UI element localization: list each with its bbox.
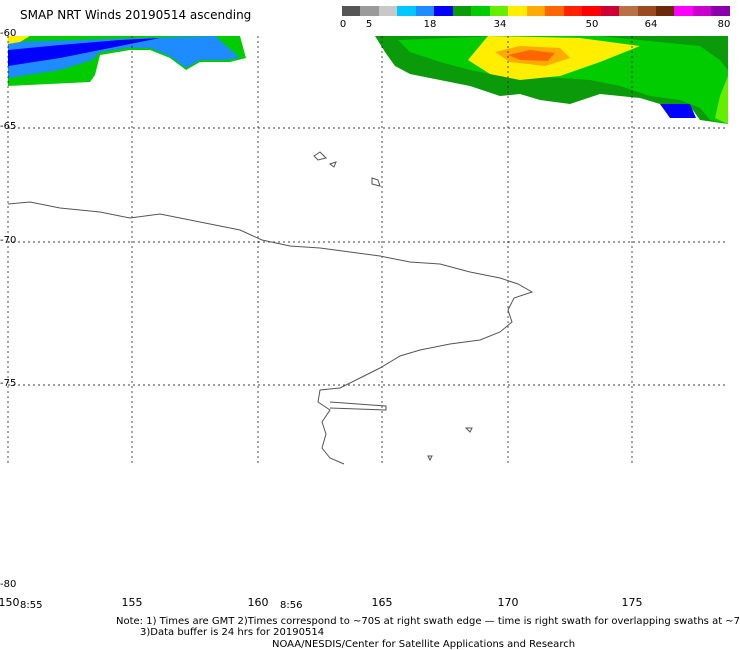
colorbar-label: 5 — [365, 19, 373, 30]
lat-label: -75 — [0, 378, 17, 389]
swath-time-label: 8:56 — [280, 600, 303, 611]
lon-label: 155 — [121, 596, 143, 609]
colorbar-segment — [563, 6, 583, 16]
lat-label: -65 — [0, 121, 17, 132]
colorbar-segment — [619, 6, 638, 16]
swath-time-label: 8:55 — [20, 600, 43, 611]
colorbar-segment — [582, 6, 601, 16]
colorbar-segment — [471, 6, 490, 16]
colorbar-segment — [434, 6, 453, 16]
colorbar-segment — [545, 6, 564, 16]
colorbar-label: 50 — [585, 19, 599, 30]
lon-label: 160 — [247, 596, 269, 609]
colorbar-segment — [600, 6, 620, 16]
colorbar-label: 34 — [493, 19, 507, 30]
lon-label: 170 — [497, 596, 519, 609]
colorbar-label: 0 — [339, 19, 347, 30]
wind-speed-colorbar — [342, 6, 730, 16]
note-line-2: 3)Data buffer is 24 hrs for 20190514 — [140, 627, 325, 638]
wind-swath-left — [8, 36, 246, 86]
colorbar-segment — [360, 6, 379, 16]
colorbar-segment — [378, 6, 398, 16]
lat-label: -80 — [0, 579, 17, 590]
colorbar-segment — [655, 6, 675, 16]
colorbar-segment — [711, 6, 730, 16]
graticule — [7, 36, 728, 464]
lon-label: 175 — [621, 596, 643, 609]
colorbar-segment — [452, 6, 472, 16]
credit-line: NOAA/NESDIS/Center for Satellite Applica… — [272, 639, 576, 650]
colorbar-segment — [692, 6, 712, 16]
lon-label: 165 — [371, 596, 393, 609]
wind-swath-right — [375, 36, 728, 124]
colorbar-segment — [489, 6, 509, 16]
colorbar-label: 80 — [717, 19, 731, 30]
note-line-1: Note: 1) Times are GMT 2)Times correspon… — [116, 616, 740, 627]
colorbar-segment — [637, 6, 656, 16]
colorbar-segment — [674, 6, 693, 16]
colorbar-label: 18 — [423, 19, 437, 30]
colorbar-segment — [526, 6, 546, 16]
colorbar-segment — [342, 6, 361, 16]
lon-label: 150 — [0, 596, 20, 609]
lat-label: -70 — [0, 235, 17, 246]
colorbar-segment — [397, 6, 416, 16]
map-title: SMAP NRT Winds 20190514 ascending — [20, 8, 252, 22]
lat-label: -60 — [0, 28, 17, 39]
colorbar-segment — [415, 6, 435, 16]
coastline — [7, 151, 534, 465]
colorbar-label: 64 — [644, 19, 658, 30]
colorbar-segment — [508, 6, 527, 16]
